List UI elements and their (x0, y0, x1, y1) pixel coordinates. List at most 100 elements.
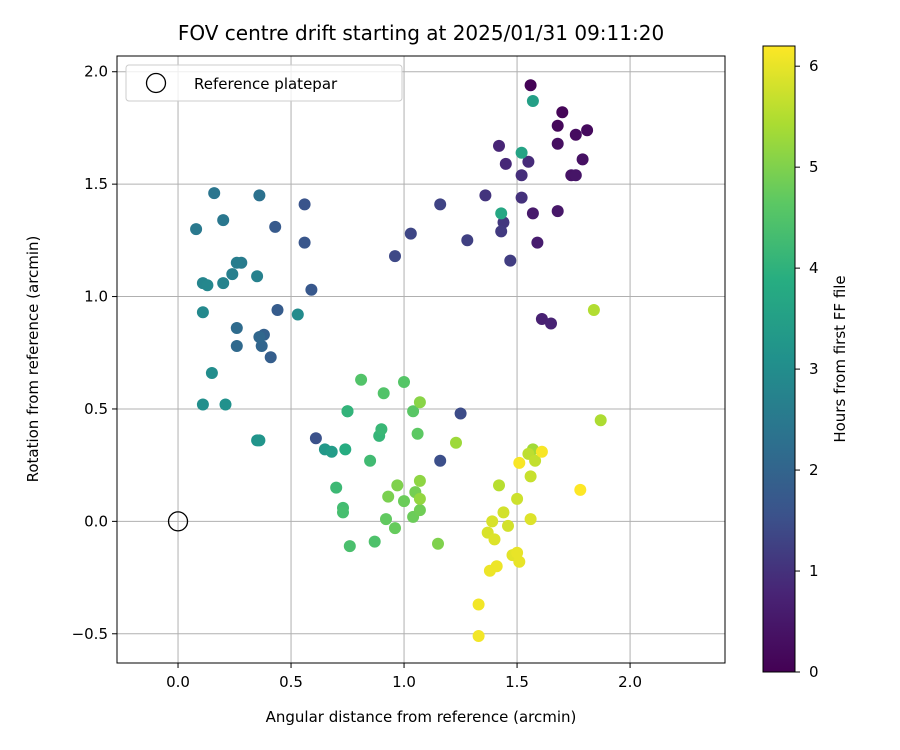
colorbar (762, 45, 796, 673)
data-point (264, 351, 277, 364)
data-point (230, 322, 243, 334)
data-point (515, 169, 528, 182)
data-point (271, 304, 284, 316)
x-tick-label: 1.5 (505, 673, 529, 691)
data-point (497, 506, 510, 519)
colorbar-tick-label: 5 (809, 158, 819, 176)
data-point (556, 106, 569, 119)
data-point (364, 454, 377, 467)
data-point (524, 470, 537, 483)
y-axis-label: Rotation from reference (arcmin) (24, 236, 42, 483)
colorbar-tick-label: 4 (809, 259, 819, 277)
x-tick-label: 0.5 (279, 673, 303, 691)
data-point (493, 139, 505, 152)
data-point (339, 443, 352, 456)
data-point (251, 270, 264, 283)
data-point (576, 153, 589, 166)
data-point (461, 234, 474, 247)
data-point (581, 124, 594, 137)
x-tick-label: 1.0 (392, 673, 416, 691)
data-point (226, 268, 239, 281)
colorbar-tick-label: 0 (809, 663, 819, 681)
data-point (196, 306, 209, 319)
data-point (230, 256, 243, 269)
data-point (391, 479, 404, 492)
colorbar-tick-label: 3 (809, 360, 819, 378)
data-point (594, 414, 607, 427)
data-point (337, 506, 349, 519)
data-point (413, 492, 426, 505)
data-point (434, 198, 447, 211)
data-point (569, 169, 582, 182)
data-point (524, 513, 537, 526)
data-point (488, 533, 501, 546)
data-point (190, 223, 203, 236)
data-point (196, 398, 209, 411)
data-point (413, 474, 426, 487)
data-point (298, 236, 311, 249)
data-point (208, 187, 221, 200)
plot-frame (116, 55, 726, 664)
data-point (305, 283, 318, 296)
data-point (472, 598, 485, 611)
data-point (375, 423, 388, 436)
legend-label: Reference platepar (194, 75, 338, 93)
data-point (413, 504, 426, 517)
data-point (413, 396, 426, 409)
data-point (472, 630, 485, 642)
data-point (269, 220, 282, 233)
y-axis-ticks: −0.5 0.0 0.5 1.0 1.5 2.0 (72, 63, 117, 643)
y-tick-label: 0.0 (84, 512, 108, 530)
colorbar-tick-label: 1 (809, 562, 819, 580)
data-point (504, 254, 517, 267)
legend-box (125, 64, 403, 102)
data-point (298, 198, 311, 211)
data-point (493, 479, 505, 492)
data-point (526, 95, 539, 107)
reference-marker (167, 511, 189, 532)
data-point (217, 214, 230, 227)
y-tick-label: 2.0 (84, 63, 108, 81)
data-point (253, 331, 266, 343)
data-point (551, 119, 564, 132)
data-point (535, 445, 548, 458)
data-point (434, 454, 447, 467)
x-axis-label: Angular distance from reference (arcmin) (266, 708, 577, 726)
data-point (497, 216, 510, 229)
data-point (513, 555, 526, 568)
y-tick-label: −0.5 (72, 625, 108, 643)
data-point (291, 308, 304, 321)
data-point (330, 481, 343, 494)
data-point (495, 225, 508, 238)
data-point (219, 398, 232, 411)
data-point (569, 128, 582, 141)
data-point (511, 546, 524, 559)
data-point (411, 427, 424, 440)
data-point (551, 205, 564, 218)
data-point (486, 515, 499, 528)
data-point (368, 535, 381, 548)
data-point (398, 376, 410, 388)
data-point (377, 387, 390, 400)
data-point (587, 304, 600, 316)
reference-marker-group (167, 511, 189, 532)
data-point (380, 513, 392, 526)
data-point (502, 519, 514, 532)
data-point (205, 367, 218, 379)
data-point (511, 492, 524, 505)
scatter-points (190, 79, 607, 642)
data-point (389, 522, 401, 535)
y-tick-label: 0.5 (84, 400, 108, 418)
data-point (398, 495, 410, 508)
data-point (404, 227, 417, 240)
y-tick-label: 1.5 (84, 175, 108, 193)
data-point (499, 157, 512, 170)
data-point (479, 189, 492, 202)
colorbar-ticks: 0 1 2 3 4 5 6 (795, 57, 819, 681)
colorbar-tick-label: 2 (809, 461, 819, 479)
data-point (454, 407, 467, 420)
data-point (341, 405, 354, 418)
data-point (355, 373, 368, 386)
data-point (382, 490, 395, 503)
